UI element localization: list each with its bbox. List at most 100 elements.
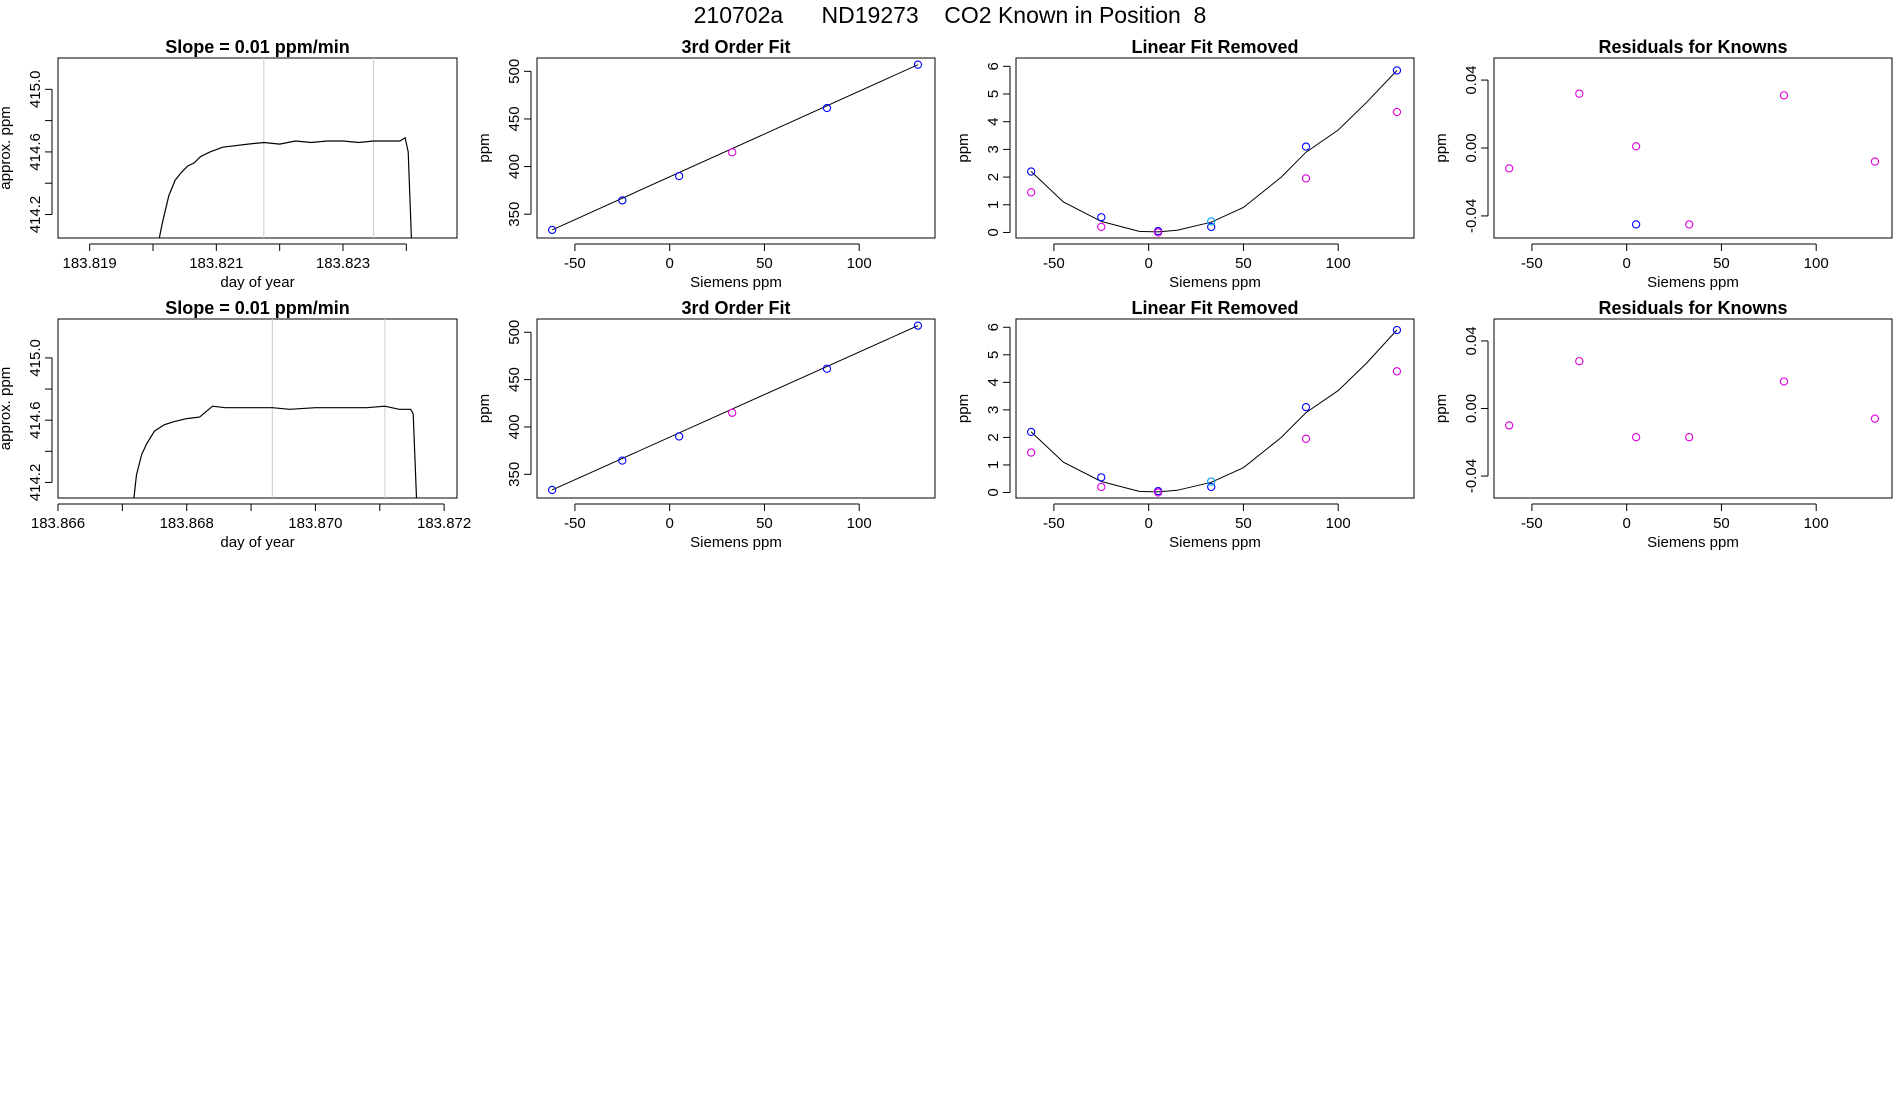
y-axis-label: approx. ppm xyxy=(0,106,14,189)
y-tick-label: 414.2 xyxy=(27,196,44,234)
plot-area xyxy=(548,60,923,235)
chart-panel-1: Slope = 0.01 ppm/min 183.819 183.821 183.82… xyxy=(0,37,458,291)
data-point xyxy=(1097,222,1106,232)
x-tick-label: 183.821 xyxy=(189,255,243,272)
y-tick-label: 6 xyxy=(985,323,1002,331)
x-tick-label: 50 xyxy=(1235,255,1252,272)
data-point xyxy=(674,171,684,181)
y-tick-label: 1 xyxy=(985,461,1002,469)
y-tick-label: 400 xyxy=(506,414,523,439)
data-point xyxy=(1153,228,1163,237)
data-point xyxy=(913,321,923,330)
x-tick-label: 100 xyxy=(847,255,872,272)
data-point xyxy=(1392,66,1402,75)
data-point xyxy=(1027,188,1036,197)
data-point xyxy=(1153,488,1163,497)
data-point xyxy=(618,196,627,205)
x-axis-label: Siemens ppm xyxy=(690,274,782,291)
panel-title: Linear Fit Removed xyxy=(1131,37,1298,57)
fit-line xyxy=(551,325,919,491)
data-point xyxy=(1207,477,1216,486)
y-axis-label: approx. ppm xyxy=(0,367,14,450)
plot-frame xyxy=(1015,318,1415,499)
y-tick-label: 2 xyxy=(985,173,1002,181)
x-tick-label: 50 xyxy=(756,515,773,532)
y-tick-label: 415.0 xyxy=(27,339,44,377)
y-tick-label: 1 xyxy=(985,201,1002,209)
y-tick-label: 3 xyxy=(985,406,1002,414)
chart-panel-7: Linear Fit Removed -50 0 50 100 Siemens ppm 0 1… xyxy=(955,298,1415,551)
data-point xyxy=(1207,222,1216,232)
y-axis-label: ppm xyxy=(476,133,493,162)
data-point xyxy=(1779,377,1789,386)
x-tick-label: -50 xyxy=(1521,515,1543,532)
data-point xyxy=(1685,433,1694,442)
x-tick-label: 0 xyxy=(1144,255,1152,272)
plot-area xyxy=(1505,357,1880,442)
x-tick-label: 183.866 xyxy=(31,515,85,532)
data-point xyxy=(1575,89,1584,98)
x-tick-label: 50 xyxy=(1713,515,1730,532)
data-point xyxy=(1575,357,1584,366)
panel-title: 3rd Order Fit xyxy=(681,37,790,57)
x-tick-label: 0 xyxy=(665,515,673,532)
panel-title: Slope = 0.01 ppm/min xyxy=(165,37,350,57)
y-tick-label: 414.2 xyxy=(27,464,44,502)
y-tick-label: 400 xyxy=(506,154,523,179)
plot-frame xyxy=(1493,57,1893,239)
y-tick-label: 350 xyxy=(506,202,523,227)
data-point xyxy=(1631,142,1641,151)
data-point xyxy=(1392,325,1402,335)
plot-area xyxy=(1027,325,1402,497)
data-point xyxy=(1027,427,1036,437)
x-tick-label: 183.870 xyxy=(288,515,342,532)
data-point xyxy=(1207,217,1216,226)
y-tick-label: 6 xyxy=(985,62,1002,70)
y-tick-label: 0 xyxy=(985,488,1002,496)
data-point xyxy=(1779,91,1789,100)
chart-panel-2: 3rd Order Fit -50 0 50 100 Siemens ppm 350 400 4… xyxy=(476,37,936,291)
x-tick-label: 183.819 xyxy=(63,255,117,272)
data-point xyxy=(618,456,627,465)
plot-area xyxy=(1505,89,1880,229)
x-tick-label: 50 xyxy=(1235,515,1252,532)
data-point xyxy=(1027,448,1036,457)
panel-title: Linear Fit Removed xyxy=(1131,298,1298,318)
plot-frame xyxy=(1493,318,1893,499)
plot-frame xyxy=(1015,57,1415,239)
x-tick-label: 183.868 xyxy=(160,515,214,532)
x-tick-label: 100 xyxy=(1804,255,1829,272)
x-tick-label: 183.823 xyxy=(316,255,370,272)
data-point xyxy=(1301,402,1311,412)
x-axis-label: Siemens ppm xyxy=(1647,534,1739,551)
plot-frame xyxy=(57,318,458,499)
y-axis-label: ppm xyxy=(1433,394,1450,423)
y-tick-label: 0.00 xyxy=(1463,394,1480,423)
data-point xyxy=(728,408,737,417)
y-axis-label: ppm xyxy=(955,133,972,162)
y-tick-label: 450 xyxy=(506,367,523,392)
y-tick-label: -0.04 xyxy=(1463,459,1480,493)
fit-line xyxy=(551,64,919,231)
y-tick-label: 5 xyxy=(985,90,1002,98)
y-tick-label: 3 xyxy=(985,145,1002,153)
x-axis-label: Siemens ppm xyxy=(1647,274,1739,291)
data-point xyxy=(728,148,737,157)
x-tick-label: -50 xyxy=(564,515,586,532)
x-axis-label: Siemens ppm xyxy=(1169,274,1261,291)
data-point xyxy=(1027,167,1036,176)
data-point xyxy=(1097,473,1106,482)
y-tick-label: 4 xyxy=(985,118,1002,126)
y-tick-label: 0.04 xyxy=(1463,326,1480,355)
panel-title: Residuals for Knowns xyxy=(1598,298,1787,318)
data-point xyxy=(1301,434,1311,443)
x-tick-label: 50 xyxy=(1713,255,1730,272)
data-line xyxy=(133,405,418,498)
data-point xyxy=(1505,164,1514,173)
y-tick-label: 0.04 xyxy=(1463,65,1480,94)
data-point xyxy=(674,432,684,441)
y-tick-label: 450 xyxy=(506,106,523,131)
x-axis-label: Siemens ppm xyxy=(690,534,782,551)
panel-title: Slope = 0.01 ppm/min xyxy=(165,298,350,318)
data-point xyxy=(1870,414,1880,423)
